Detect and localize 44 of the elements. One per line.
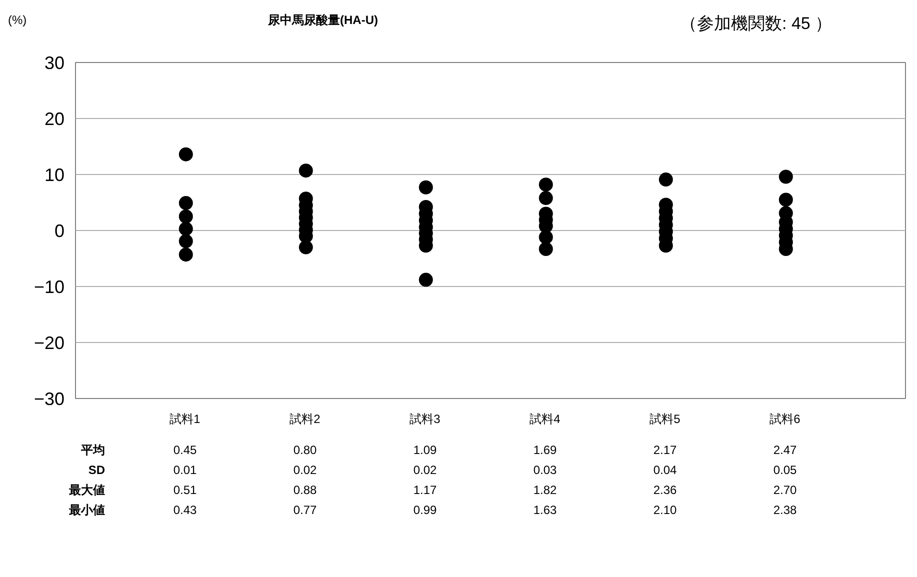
x-tick-label: 試料6: [768, 411, 802, 428]
text: 0.45: [172, 442, 198, 460]
text: 平均: [80, 442, 106, 460]
text: 0.88: [292, 482, 318, 500]
text: 2.38: [772, 502, 798, 520]
x-tick-label: 試料2: [288, 411, 322, 428]
text: 2.17: [652, 442, 678, 460]
text: 1.63: [532, 502, 558, 520]
text: 0.43: [172, 502, 198, 520]
text: 0.77: [292, 502, 318, 520]
y-tick-label: 0: [54, 221, 65, 241]
x-tick-label: 試料5: [648, 411, 682, 428]
text: 0.51: [172, 482, 198, 500]
text: 2.70: [772, 482, 798, 500]
text: 0.02: [292, 462, 318, 480]
text: 0.99: [412, 502, 438, 520]
text: 1.09: [412, 442, 438, 460]
x-tick-label: 試料4: [528, 411, 562, 428]
x-tick-label: 試料1: [168, 411, 202, 428]
text: 最大値: [68, 482, 106, 500]
text: 0.02: [412, 462, 438, 480]
text: 2.47: [772, 442, 798, 460]
y-tick-label: −20: [34, 333, 65, 353]
y-axis-title: (%): [8, 12, 27, 29]
y-tick-label: −30: [34, 389, 65, 409]
text: 2.10: [652, 502, 678, 520]
text: 0.05: [772, 462, 798, 480]
x-tick-label: 試料3: [408, 411, 442, 428]
y-tick-label: 30: [44, 53, 65, 73]
text: 1.82: [532, 482, 558, 500]
text: 0.80: [292, 442, 318, 460]
text: 2.36: [652, 482, 678, 500]
text: 1.17: [412, 482, 438, 500]
text: SD: [87, 462, 106, 480]
text: 最小値: [68, 502, 106, 520]
text: 0.03: [532, 462, 558, 480]
chart-subtitle: （参加機関数: 45 ）: [680, 13, 832, 35]
y-tick-label: −10: [34, 277, 65, 297]
chart-title: 尿中馬尿酸量(HA-U): [268, 12, 378, 29]
y-tick-label: 20: [44, 109, 65, 129]
y-tick-label: 10: [44, 165, 65, 185]
text: 0.04: [652, 462, 678, 480]
text: 1.69: [532, 442, 558, 460]
text: 0.01: [172, 462, 198, 480]
